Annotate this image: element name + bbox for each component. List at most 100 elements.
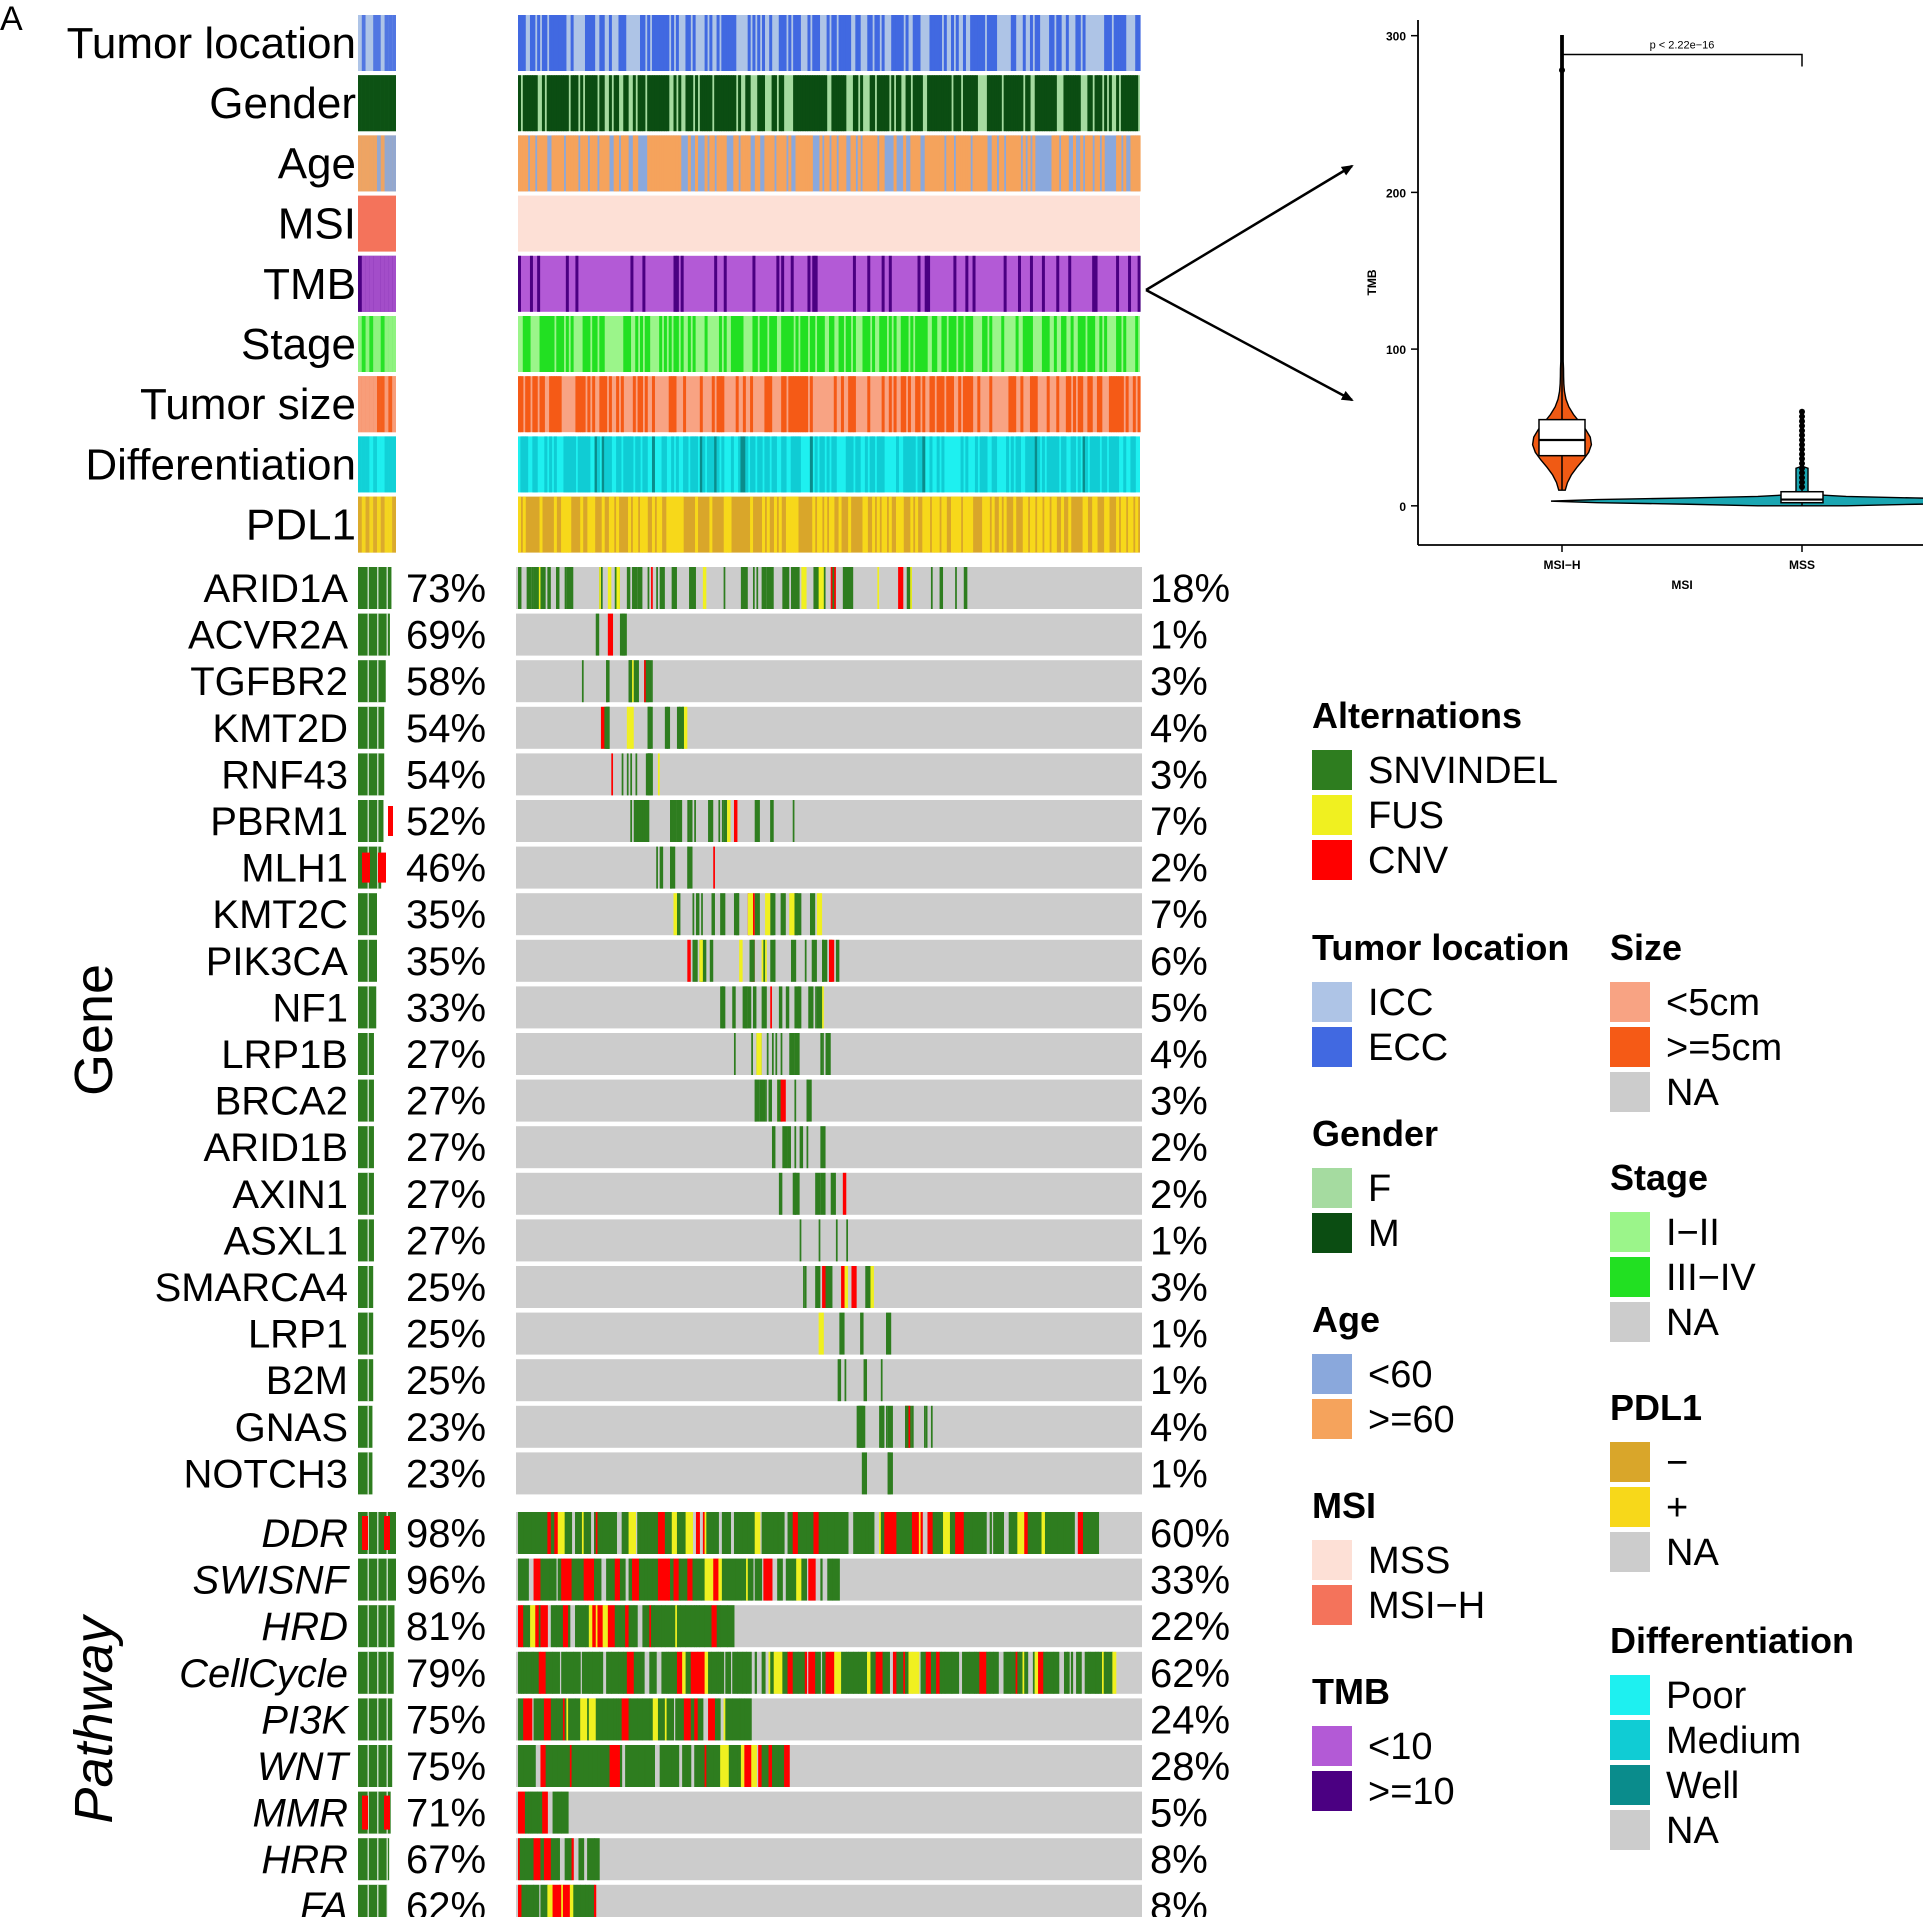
annotation-cell	[721, 436, 725, 493]
alteration-cell	[898, 1512, 906, 1554]
gene-left-pct: 58%	[406, 660, 486, 704]
alteration-cell	[943, 1512, 951, 1554]
alteration-cell	[533, 1884, 540, 1917]
alteration-cell	[744, 1698, 752, 1741]
gene-left-pct: 23%	[406, 1406, 486, 1450]
alteration-cell	[818, 567, 824, 609]
outlier-point	[1799, 446, 1805, 453]
alteration-cell	[656, 846, 658, 889]
gene-left-bar-sep	[367, 1079, 369, 1122]
alteration-cell	[787, 1126, 791, 1169]
legend-item-label: <10	[1368, 1726, 1432, 1768]
gene-left-cnv	[388, 806, 393, 836]
annotation-summary-stripe	[373, 436, 377, 493]
alteration-cell	[637, 1512, 642, 1554]
annotation-cell	[1022, 316, 1026, 372]
y-tick-label: 100	[1386, 343, 1406, 357]
pathway-left-pct: 75%	[406, 1745, 486, 1789]
annotation-cell	[984, 316, 988, 372]
alteration-cell	[742, 567, 748, 609]
alteration-cell	[657, 1512, 666, 1554]
annotation-cell	[520, 15, 524, 71]
alteration-cell	[649, 1651, 657, 1694]
alteration-cell	[822, 939, 828, 982]
annotation-cell	[970, 316, 974, 372]
annotation-cell	[663, 135, 667, 192]
annotation-cell	[910, 316, 914, 372]
annotation-cell	[922, 376, 926, 433]
annotation-cell	[721, 75, 725, 132]
alteration-cell	[676, 893, 681, 936]
annotation-summary-stripe	[392, 135, 396, 192]
alteration-cell	[801, 1558, 808, 1601]
alteration-cell	[794, 1126, 797, 1169]
outlier-point	[1799, 422, 1805, 429]
annotation-cell	[809, 316, 813, 372]
annotation-cell	[991, 436, 995, 493]
pathway-left-pct: 71%	[406, 1792, 486, 1836]
alteration-cell	[680, 1558, 687, 1601]
gene-track-bg	[516, 1126, 1142, 1169]
annotation-cell	[747, 15, 751, 71]
alteration-cell	[804, 939, 807, 982]
gene-left-pct: 23%	[406, 1452, 486, 1496]
gene-row-arid1b: ARID1B 27% 2%	[204, 1126, 1208, 1170]
alteration-cell	[910, 567, 912, 609]
annotation-cell	[723, 135, 727, 192]
annotation-cell	[683, 436, 687, 493]
pathway-right-pct: 24%	[1150, 1698, 1230, 1742]
annotation-cell	[1063, 436, 1067, 493]
annotation-cell	[936, 376, 940, 433]
annotation-cell	[723, 255, 727, 312]
annotation-cell	[1073, 376, 1077, 433]
alteration-cell	[809, 893, 816, 936]
annotation-cell	[929, 436, 933, 493]
annotation-cell	[962, 496, 966, 553]
annotation-cell	[781, 75, 785, 132]
annotation-cell	[929, 376, 933, 433]
alteration-cell	[647, 706, 652, 749]
annotation-cell	[742, 135, 746, 192]
alteration-cell	[811, 939, 817, 982]
annotation-cell	[1063, 75, 1067, 132]
alteration-cell	[728, 1558, 737, 1601]
alteration-cell	[1070, 1651, 1074, 1694]
annotation-summary-stripe	[388, 255, 393, 312]
annotation-cell	[867, 15, 871, 71]
alteration-cell	[526, 1651, 533, 1694]
annotation-cell	[927, 255, 931, 312]
annotation-cell	[879, 436, 883, 493]
annotation-cell	[1077, 376, 1081, 433]
annotation-cell	[565, 316, 569, 372]
alteration-cell	[694, 1605, 697, 1648]
annotation-cell	[651, 376, 655, 433]
annotation-cell	[723, 316, 727, 372]
alteration-cell	[652, 1558, 659, 1601]
annotation-cell	[1013, 135, 1017, 192]
alteration-cell	[1034, 1651, 1039, 1694]
alteration-cell	[789, 1651, 794, 1694]
alteration-cell	[747, 1512, 756, 1554]
alteration-cell	[621, 753, 624, 796]
alteration-cell	[538, 1605, 541, 1648]
alteration-cell	[578, 1558, 585, 1601]
alteration-cell	[846, 1219, 849, 1262]
annotation-label: Tumor location	[67, 19, 356, 68]
annotation-cell	[895, 436, 899, 493]
annotation-summary-stripe	[388, 436, 393, 493]
alteration-cell	[564, 1512, 573, 1554]
annotation-cell	[695, 436, 699, 493]
alteration-cell	[796, 567, 800, 609]
annotation-cell	[1056, 376, 1060, 433]
annotation-cell	[671, 135, 675, 192]
alteration-cell	[614, 1558, 621, 1601]
annotation-cell	[1015, 436, 1019, 493]
annotation-cell	[675, 255, 679, 312]
annotation-summary-stripe	[388, 15, 393, 71]
alteration-cell	[557, 1838, 560, 1881]
annotation-cell	[752, 15, 756, 71]
alteration-cell	[607, 1605, 616, 1648]
annotation-cell	[1080, 316, 1084, 372]
annotation-cell	[941, 316, 945, 372]
